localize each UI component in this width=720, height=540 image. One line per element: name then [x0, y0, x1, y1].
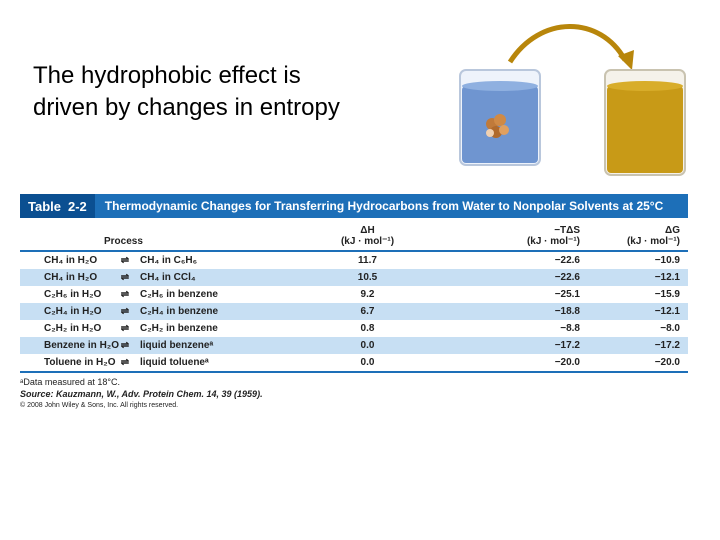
table-row: C₂H₆ in H₂O ⇌ C₂H₆ in benzene 9.2 −25.1 −1… — [44, 289, 680, 300]
table-caption: Thermodynamic Changes for Transferring H… — [104, 199, 664, 213]
header-dh: ΔH (kJ · mol⁻¹) — [340, 225, 395, 247]
header-process: Process — [104, 236, 143, 247]
hydrocarbon-molecule-icon — [486, 114, 509, 138]
equilibrium-arrow-icon: ⇌ — [120, 306, 130, 317]
table-bottom-rule — [20, 371, 688, 373]
source-citation: Source: Kauzmann, W., Adv. Protein Chem.… — [20, 389, 263, 399]
equilibrium-arrow-icon: ⇌ — [120, 289, 130, 300]
equilibrium-arrow-icon: ⇌ — [120, 340, 130, 351]
thermodynamics-table: Table 2-2 Thermodynamic Changes for Tran… — [20, 194, 688, 412]
header-dg: ΔG (kJ · mol⁻¹) — [626, 225, 680, 247]
table-row: CH₄ in H₂O ⇌ CH₄ in C₆H₆ 11.7 −22.6 −10.9 — [44, 255, 680, 266]
nonpolar-solvent-beaker — [604, 69, 686, 176]
equilibrium-arrow-icon: ⇌ — [120, 255, 130, 266]
footnote: ᵃData measured at 18°C. — [20, 377, 120, 387]
table-caption-bar: Table 2-2 Thermodynamic Changes for Tran… — [20, 194, 688, 218]
equilibrium-arrow-icon: ⇌ — [120, 272, 130, 283]
table-row: Toluene in H₂O ⇌ liquid tolueneᵃ 0.0 −20.0… — [44, 357, 680, 368]
equilibrium-arrow-icon: ⇌ — [120, 323, 130, 334]
water-beaker — [459, 69, 541, 166]
header-tds: −TΔS (kJ · mol⁻¹) — [526, 225, 580, 247]
equilibrium-arrow-icon: ⇌ — [120, 357, 130, 368]
copyright-notice: © 2008 John Wiley & Sons, Inc. All right… — [20, 402, 179, 409]
table-footnotes: ᵃData measured at 18°C. Source: Kauzmann… — [20, 376, 688, 412]
table-number: Table 2-2 — [20, 194, 95, 218]
table-row: C₂H₂ in H₂O ⇌ C₂H₂ in benzene 0.8 −8.8 −8.… — [44, 323, 680, 334]
table-header-row: Process ΔH (kJ · mol⁻¹) −TΔS (kJ · mol⁻¹… — [20, 218, 688, 252]
arrowhead-icon — [618, 50, 634, 70]
transfer-arrow-icon — [507, 24, 628, 64]
table-row: CH₄ in H₂O ⇌ CH₄ in CCl₄ 10.5 −22.6 −12.1 — [20, 269, 688, 286]
slide-title: The hydrophobic effect is driven by chan… — [33, 62, 340, 121]
beaker-transfer-illustration — [459, 24, 686, 176]
table-row: C₂H₄ in H₂O ⇌ C₂H₄ in benzene 6.7 −18.8 −1… — [20, 303, 688, 320]
table-row: Benzene in H₂O ⇌ liquid benzeneᵃ 0.0 −17.2… — [20, 337, 688, 354]
